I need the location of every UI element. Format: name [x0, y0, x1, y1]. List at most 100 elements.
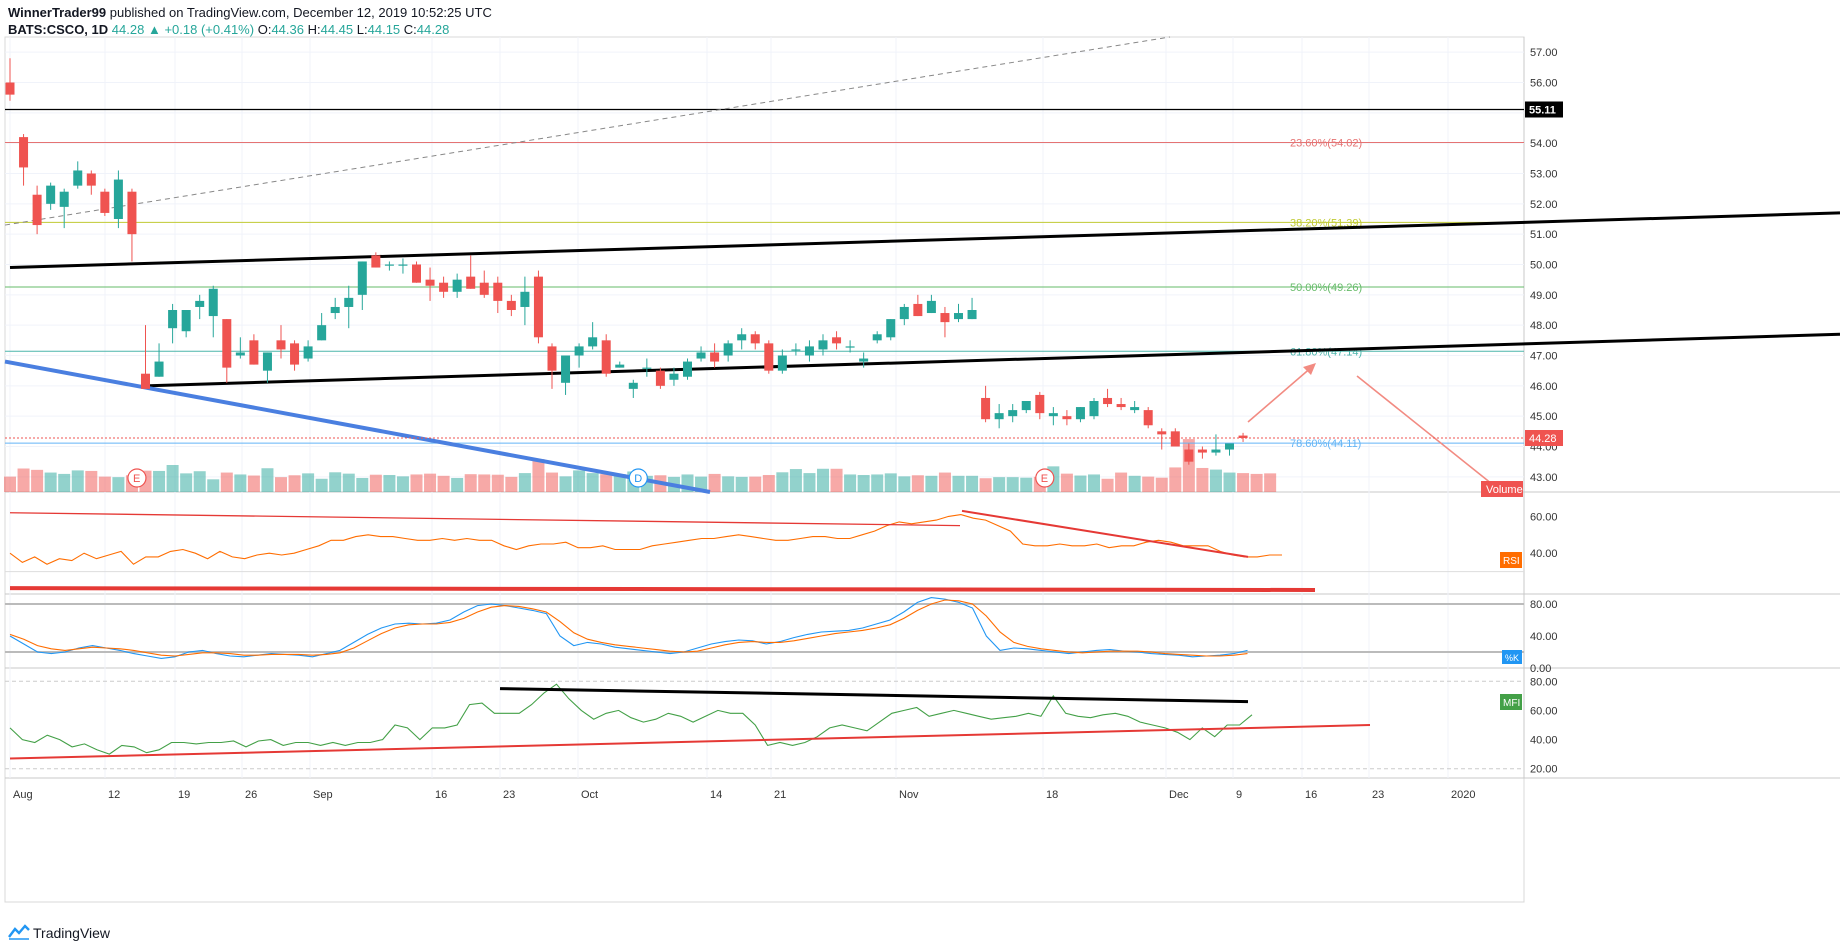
last-price-tag	[1525, 430, 1563, 447]
price-tick-label: 56.00	[1530, 78, 1558, 90]
price-tick-label: 50.00	[1530, 260, 1558, 272]
mfi-tick-label: 80.00	[1530, 676, 1558, 688]
mfi-tag	[1500, 694, 1522, 710]
footer-brand[interactable]: TradingView	[33, 925, 111, 941]
candle-body	[100, 191, 110, 213]
candle-body	[1130, 407, 1140, 411]
candle-body	[1170, 431, 1180, 447]
volume-bar	[559, 476, 572, 492]
volume-bar	[410, 474, 423, 492]
volume-bar	[207, 479, 220, 492]
volume-bar	[925, 475, 938, 492]
candle-body	[32, 194, 42, 226]
published-text: published on TradingView.com, December 1…	[109, 5, 492, 20]
rsi-lower-trend-line	[9, 586, 1316, 592]
tradingview-logo-icon[interactable]	[8, 924, 30, 940]
volume-bar	[1128, 475, 1141, 492]
volume-bar	[1209, 469, 1222, 492]
x-tick-label: 12	[108, 789, 120, 801]
volume-bar	[112, 477, 125, 492]
event-marker-label: D	[634, 473, 642, 485]
candle-body	[1048, 413, 1058, 417]
candle-body	[777, 355, 787, 371]
close-value: 44.28	[416, 22, 450, 37]
candle-body	[195, 300, 205, 307]
volume-bar	[722, 476, 735, 492]
volume-bar	[938, 472, 951, 492]
volume-bar	[247, 475, 260, 492]
price-tick-label: 48.00	[1530, 320, 1558, 332]
volume-bar	[1169, 467, 1182, 492]
volume-tag	[1481, 481, 1523, 497]
rsi-line	[9, 514, 1282, 565]
volume-bar	[369, 474, 382, 492]
fib-level-label: 23.60%(54.02)	[1290, 138, 1362, 150]
volume-bar	[1060, 473, 1073, 492]
chart-header: WinnerTrader99 published on TradingView.…	[0, 0, 1840, 40]
candle-body	[981, 397, 991, 420]
candle-body	[1238, 435, 1248, 439]
volume-bar	[31, 469, 44, 492]
price-tick-label: 45.00	[1530, 411, 1558, 423]
x-tick-label: 2020	[1451, 789, 1475, 801]
x-tick-label: Dec	[1169, 789, 1189, 801]
x-tick-label: 9	[1236, 789, 1242, 801]
x-tick-label: 19	[178, 789, 190, 801]
volume-bar	[776, 472, 789, 492]
volume-bar	[17, 468, 30, 492]
candle-body	[588, 337, 598, 347]
volume-bar	[288, 475, 301, 492]
rsi-tick-label: 40.00	[1530, 548, 1558, 560]
mfi-tick-label: 40.00	[1530, 735, 1558, 747]
candle-body	[926, 300, 936, 314]
volume-bar	[1142, 476, 1155, 492]
volume-bar	[979, 478, 992, 492]
x-tick-label: 23	[1372, 789, 1384, 801]
mfi-lower-trend-line	[9, 724, 1371, 760]
fib-level-label: 50.00%(49.26)	[1290, 282, 1362, 294]
candlestick-chart[interactable]: Aug 12 19 26 Sep 16 23 Oct 14 21 Nov 18 Dec 9 16 23 2020…	[0, 0, 1840, 920]
candle-body	[86, 173, 96, 186]
rsi-tick-label: 60.00	[1530, 511, 1558, 523]
candle-body	[1103, 397, 1113, 405]
volume-bar	[1115, 472, 1128, 492]
volume-bar	[153, 470, 166, 492]
price-tick-label: 57.00	[1530, 47, 1558, 59]
volume-bar	[220, 472, 233, 492]
candle-body	[1211, 449, 1221, 453]
volume-bar	[1237, 473, 1250, 492]
volume-bar	[1101, 478, 1114, 492]
candle-body	[127, 191, 137, 235]
candle-body	[547, 346, 557, 371]
candle-body	[886, 319, 896, 338]
volume-bar	[396, 476, 409, 492]
upper-channel-line	[9, 211, 1840, 270]
volume-bar	[884, 473, 897, 492]
close-label: C:	[403, 22, 417, 37]
volume-bar	[1020, 477, 1033, 492]
volume-bar	[1006, 477, 1019, 492]
volume-bar	[532, 459, 545, 492]
candle-body	[533, 276, 543, 338]
candle-body	[479, 282, 489, 295]
candle-body	[669, 373, 679, 380]
candle-body	[899, 306, 909, 320]
x-tick-label: Nov	[899, 789, 919, 801]
candle-body	[290, 343, 300, 365]
rsi-label: RSI	[1503, 556, 1520, 567]
candle-body	[845, 346, 855, 348]
author-name[interactable]: WinnerTrader99	[8, 5, 107, 20]
stoch-tick-label: 0.00	[1530, 663, 1551, 675]
candle-body	[466, 276, 476, 289]
candle-body	[154, 361, 164, 377]
volume-bar	[4, 476, 16, 492]
candle-body	[317, 325, 327, 341]
candle-body	[1075, 407, 1085, 420]
volume-bar	[857, 474, 870, 492]
candle-body	[1021, 401, 1031, 411]
x-tick-label: 14	[710, 789, 722, 801]
symbol-label: BATS:CSCO, 1D	[8, 22, 109, 37]
volume-bar	[613, 474, 626, 492]
candle-body	[276, 340, 286, 350]
volume-bar	[708, 473, 721, 492]
